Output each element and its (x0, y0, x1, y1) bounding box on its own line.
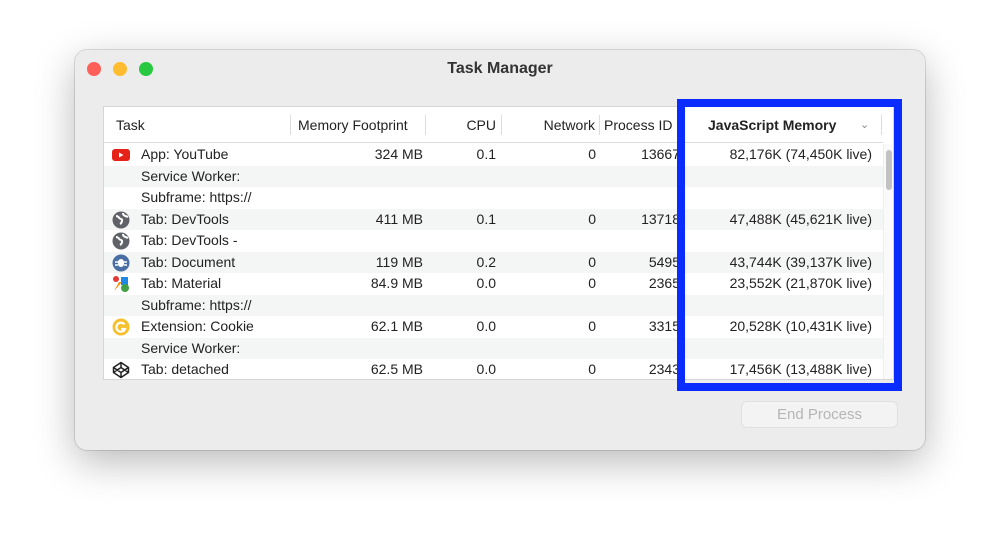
task-name: Subframe: https:// (141, 296, 252, 313)
process-id: 3315 (648, 318, 680, 334)
network-value: 0 (588, 253, 596, 270)
zoom-button[interactable] (139, 62, 153, 76)
memory-footprint: 119 MB (375, 253, 423, 270)
task-name: Tab: detached (141, 361, 229, 377)
sort-chevron-down-icon: ⌄ (860, 119, 870, 131)
table-row[interactable]: Service Worker: (104, 165, 883, 187)
table-header: Task Memory Footprint CPU Network Proces… (104, 107, 883, 143)
network-value: 0 (588, 146, 596, 162)
codepen-icon (112, 361, 130, 379)
cpu-value: 0.1 (476, 146, 496, 162)
cpu-value: 0.0 (476, 318, 496, 334)
column-header-memory[interactable]: Memory Footprint (298, 117, 408, 133)
column-header-process-id[interactable]: Process ID (604, 117, 673, 133)
cpu-value: 0.0 (476, 361, 496, 377)
task-name: Service Worker: (141, 167, 241, 184)
cookie-extension-icon (112, 318, 130, 336)
youtube-icon (112, 146, 130, 164)
memory-footprint: 324 MB (374, 146, 423, 162)
table-row[interactable]: Subframe: https:// (104, 294, 883, 316)
table-body: App: YouTube 324 MB 0.1 0 13667 82,176K (74,4… (104, 144, 883, 379)
end-process-button[interactable]: End Process (741, 401, 898, 428)
table-row[interactable]: Extension: Cookie 62.1 MB 0.0 0 3315 20,528K … (104, 316, 883, 338)
material-icon (112, 275, 130, 293)
task-name: App: YouTube (141, 146, 229, 162)
table-row[interactable]: Tab: Material 84.9 MB 0.0 0 2365 23,552K (21,… (104, 273, 883, 295)
cpu-value: 0.2 (476, 253, 496, 270)
process-id: 13718 (641, 210, 680, 227)
cpu-value: 0.1 (476, 210, 496, 227)
window-title: Task Manager (447, 60, 553, 77)
table-row[interactable]: Tab: DevTools - (104, 230, 883, 252)
javascript-memory: 82,176K (74,450K live) (729, 146, 872, 162)
network-value: 0 (588, 210, 596, 227)
process-id: 2365 (648, 275, 680, 291)
vertical-scrollbar[interactable] (883, 144, 893, 379)
memory-footprint: 84.9 MB (370, 275, 423, 291)
network-value: 0 (588, 318, 596, 334)
table-row[interactable]: Tab: detached 62.5 MB 0.0 0 2343 17,456K (13,… (104, 359, 883, 379)
task-name: Tab: DevTools - (141, 232, 238, 248)
javascript-memory: 47,488K (45,621K live) (729, 210, 872, 227)
close-button[interactable] (87, 62, 101, 76)
table-row[interactable]: Subframe: https:// (104, 187, 883, 209)
task-manager-window: Task Manager Task Memory Footprint CPU N… (75, 50, 925, 450)
column-header-cpu[interactable]: CPU (466, 117, 496, 133)
network-value: 0 (588, 275, 596, 291)
table-row[interactable]: Service Worker: (104, 337, 883, 359)
table-row[interactable]: App: YouTube 324 MB 0.1 0 13667 82,176K (74,4… (104, 144, 883, 166)
globe-icon (112, 211, 130, 229)
minimize-button[interactable] (113, 62, 127, 76)
process-id: 2343 (648, 361, 680, 377)
javascript-memory: 20,528K (10,431K live) (729, 318, 872, 334)
task-name: Tab: Document (141, 253, 236, 270)
memory-footprint: 411 MB (375, 210, 423, 227)
globe-icon (112, 232, 130, 250)
cpu-value: 0.0 (476, 275, 496, 291)
javascript-memory: 23,552K (21,870K live) (729, 275, 872, 291)
network-value: 0 (588, 361, 596, 377)
task-table: Task Memory Footprint CPU Network Proces… (103, 106, 894, 380)
task-name: Tab: Material (141, 275, 222, 291)
javascript-memory: 43,744K (39,137K live) (729, 253, 872, 270)
bug-icon (112, 254, 130, 272)
column-header-network[interactable]: Network (543, 117, 595, 133)
task-name: Subframe: https:// (141, 189, 252, 205)
column-header-task[interactable]: Task (116, 117, 145, 133)
process-id: 13667 (641, 146, 680, 162)
memory-footprint: 62.1 MB (370, 318, 423, 334)
task-name: Tab: DevTools (141, 210, 229, 227)
task-name: Extension: Cookie (141, 318, 254, 334)
javascript-memory: 17,456K (13,488K live) (729, 361, 872, 377)
table-row[interactable]: Tab: Document 119 MB 0.2 0 5495 43,744K (39,1… (104, 251, 883, 273)
memory-footprint: 62.5 MB (370, 361, 423, 377)
javascript-memory-highlight-box (677, 99, 902, 391)
process-id: 5495 (648, 253, 680, 270)
column-header-javascript-memory[interactable]: JavaScript Memory (708, 117, 837, 133)
table-row[interactable]: Tab: DevTools 411 MB 0.1 0 13718 47,488K (45,… (104, 208, 883, 230)
task-name: Service Worker: (141, 339, 241, 356)
scrollbar-thumb[interactable] (886, 150, 892, 190)
